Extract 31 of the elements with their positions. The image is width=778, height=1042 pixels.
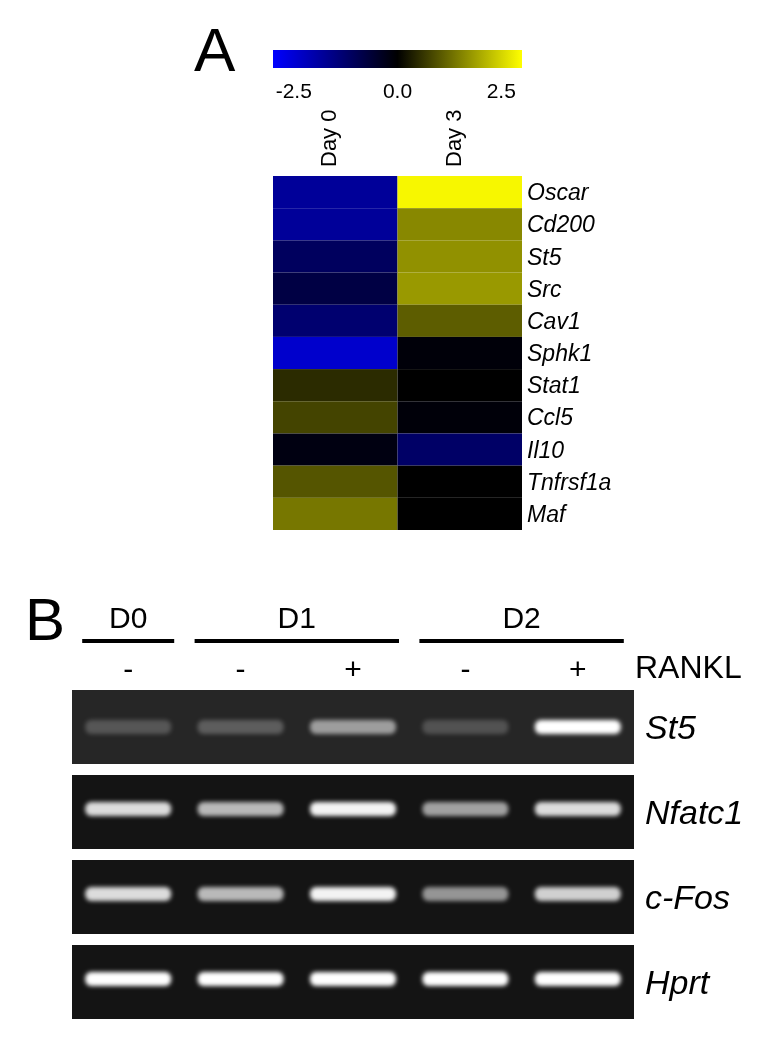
y-tick-label: Sphk1 <box>527 340 593 367</box>
category-label: c-Fos <box>645 877 730 916</box>
color-bar-label: -2.5 <box>275 79 312 102</box>
text: D0 <box>109 601 148 634</box>
text: D2 <box>502 601 541 634</box>
x-tick-label: Day 3 <box>440 109 466 167</box>
category-label: Nfatc1 <box>645 792 744 831</box>
y-tick-label: Cd200 <box>527 211 595 238</box>
y-tick-label: Il10 <box>527 436 565 463</box>
color-bar-label: 0.0 <box>382 79 413 102</box>
y-tick-label: Cav1 <box>527 307 581 334</box>
text: RANKL <box>635 649 742 685</box>
y-tick-label: St5 <box>527 243 562 270</box>
y-tick-label: Stat1 <box>527 372 581 399</box>
y-tick-label: Ccl5 <box>527 404 574 431</box>
y-tick-label: Src <box>527 275 562 302</box>
x-tick-label: Day 0 <box>316 109 342 167</box>
category-label: Hprt <box>645 962 710 1001</box>
category-label: - <box>123 652 134 685</box>
y-tick-label: Oscar <box>527 179 590 206</box>
category-label: + <box>344 652 362 685</box>
category-label: St5 <box>645 707 697 746</box>
category-label: + <box>569 652 587 685</box>
category-label: - <box>460 652 471 685</box>
category-label: - <box>235 652 246 685</box>
color-bar-label: 2.5 <box>486 79 516 102</box>
y-tick-label: Maf <box>527 500 568 527</box>
text: B <box>25 586 66 653</box>
text: D1 <box>277 601 316 634</box>
y-tick-label: Tnfrsf1a <box>527 468 612 495</box>
chart-title: A <box>194 15 236 84</box>
